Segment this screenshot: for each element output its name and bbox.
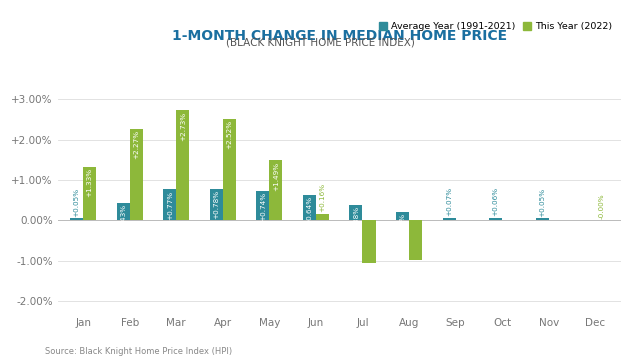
Text: +0.38%: +0.38% [353, 206, 359, 235]
Text: Source: Black Knight Home Price Index (HPI): Source: Black Knight Home Price Index (H… [45, 347, 232, 356]
Bar [362, 220, 376, 263]
Bar [349, 205, 362, 220]
Bar [269, 160, 282, 220]
Text: +0.43%: +0.43% [120, 204, 126, 233]
Bar [223, 119, 236, 220]
Bar [442, 217, 456, 220]
Text: +0.78%: +0.78% [213, 190, 220, 219]
Text: +0.05%: +0.05% [539, 188, 545, 217]
Text: +0.64%: +0.64% [307, 196, 312, 225]
Bar [210, 189, 223, 220]
Text: +0.22%: +0.22% [399, 213, 406, 242]
Text: +0.05%: +0.05% [74, 188, 80, 217]
Bar [163, 189, 176, 220]
Title: 1-MONTH CHANGE IN MEDIAN HOME PRICE: 1-MONTH CHANGE IN MEDIAN HOME PRICE [172, 29, 507, 43]
Bar [70, 219, 83, 220]
Text: +1.33%: +1.33% [86, 168, 93, 197]
Text: -0.00%: -0.00% [598, 194, 605, 219]
Text: +0.16%: +0.16% [319, 183, 326, 212]
Text: (BLACK KNIGHT HOME PRICE INDEX): (BLACK KNIGHT HOME PRICE INDEX) [225, 38, 415, 48]
Bar [116, 203, 130, 220]
Bar [303, 195, 316, 220]
Bar [536, 219, 548, 220]
Bar [316, 214, 329, 220]
Text: +2.52%: +2.52% [227, 120, 232, 149]
Bar [257, 190, 269, 220]
Text: +2.73%: +2.73% [180, 112, 186, 141]
Text: +1.49%: +1.49% [273, 162, 279, 191]
Text: -0.98%: -0.98% [413, 233, 419, 259]
Bar [396, 212, 409, 220]
Bar [409, 220, 422, 260]
Bar [489, 218, 502, 220]
Bar [176, 110, 189, 220]
Bar [83, 167, 96, 220]
Legend: Average Year (1991-2021), This Year (2022): Average Year (1991-2021), This Year (202… [375, 18, 616, 35]
Text: +2.27%: +2.27% [133, 130, 140, 159]
Text: +0.74%: +0.74% [260, 192, 266, 221]
Text: +0.07%: +0.07% [446, 187, 452, 216]
Text: +0.06%: +0.06% [493, 187, 499, 216]
Text: +0.77%: +0.77% [167, 190, 173, 220]
Text: -1.05%: -1.05% [366, 236, 372, 262]
Bar [130, 129, 143, 220]
